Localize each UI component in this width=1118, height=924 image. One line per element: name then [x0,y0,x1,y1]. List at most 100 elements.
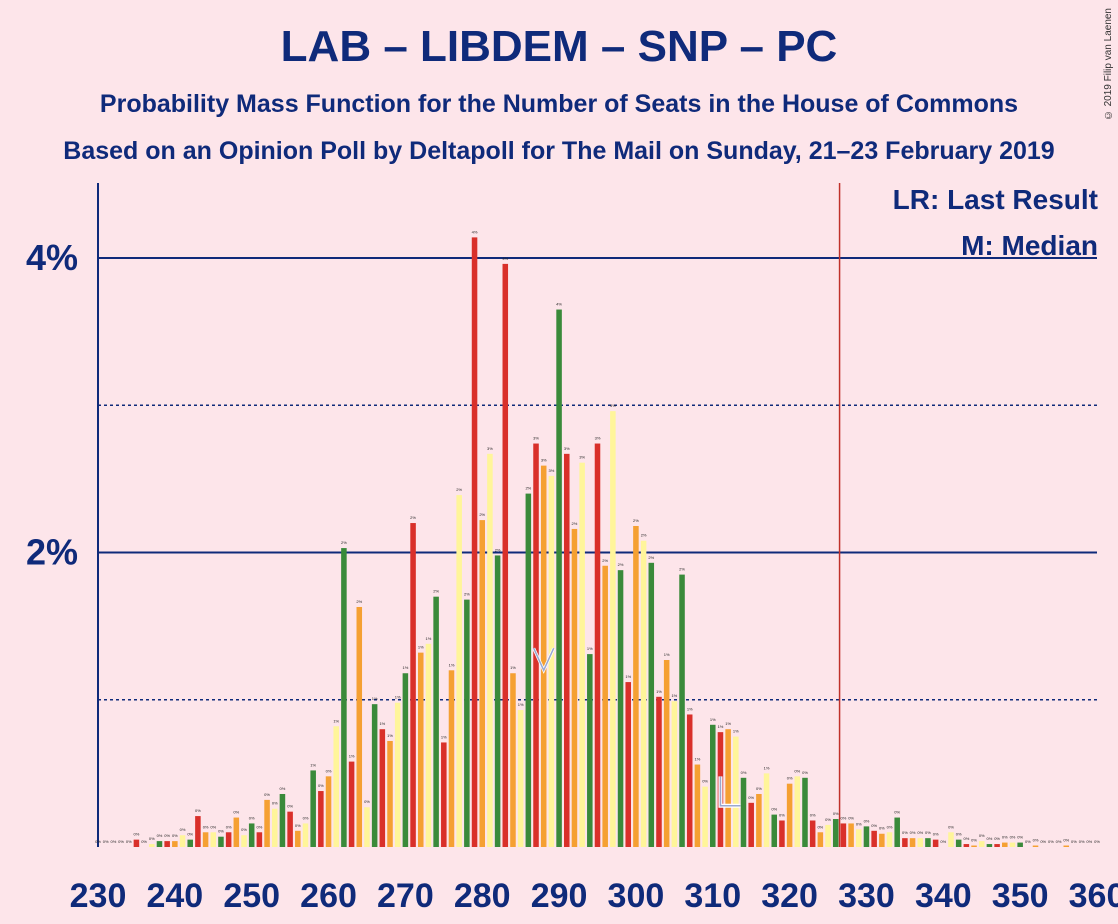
bar-value-label: 0% [1063,838,1069,843]
bar-value-label: 0% [226,824,232,829]
chart-subtitle-2: Based on an Opinion Poll by Deltapoll fo… [63,137,1055,165]
bar-320 [786,783,793,847]
bar-285 [517,710,524,847]
bar-248 [233,817,240,847]
bar-260 [325,776,332,847]
bar-value-label: 0% [256,824,262,829]
bar-284 [510,673,516,847]
bar-value-label: 2% [356,599,362,604]
bar-value-label: 2% [572,521,578,526]
chart-title: LAB – LIBDEM – SNP – PC [280,22,838,71]
bar-246 [218,836,224,847]
bar-269 [394,702,401,847]
bar-274 [433,596,439,847]
bar-value-label: 0% [864,818,870,823]
bar-value-label: 0% [787,776,793,781]
bar-255 [287,811,293,847]
bar-298 [617,570,624,847]
legend-last-result: LR: Last Result [892,184,1098,215]
bar-265 [364,807,370,847]
bar-352 [1032,845,1039,847]
bar-value-label: 2% [525,486,531,491]
bar-value-label: 0% [110,839,116,844]
x-tick-label: 350 [992,877,1049,915]
bar-value-label: 0% [741,770,747,775]
bar-312 [725,729,731,847]
bar-value-label: 0% [902,830,908,835]
bar-313 [733,736,739,847]
x-tick-label: 360 [1069,877,1118,915]
bar-268 [387,740,393,847]
bar-value-label: 2% [341,540,347,545]
bar-value-label: 0% [203,824,209,829]
bar-value-label: 0% [249,815,255,820]
bar-value-label: 0% [1086,839,1092,844]
bar-289 [548,475,555,847]
bar-value-label: 0% [1025,839,1031,844]
bar-value-label: 0% [825,817,831,822]
bar-330 [863,826,870,847]
bar-296 [602,565,608,847]
bar-value-label: 0% [318,783,324,788]
bar-value-label: 1% [518,702,524,707]
bar-245 [210,832,217,847]
bar-240 [172,841,178,847]
bar-317 [763,773,770,847]
bar-325 [825,824,831,847]
bar-value-label: 3% [579,455,585,460]
x-tick-label: 320 [761,877,818,915]
x-tick-label: 270 [377,877,434,915]
bar-value-label: 0% [817,824,823,829]
bar-253 [271,808,278,847]
y-tick-label: 4% [26,237,78,278]
bar-value-label: 0% [118,839,124,844]
bar-316 [756,793,762,847]
bar-value-label: 0% [95,839,101,844]
bar-267 [379,729,386,847]
bar-331 [871,830,877,847]
legend-median: M: Median [961,230,1098,261]
bar-293 [579,462,585,847]
bar-264 [356,606,363,847]
bar-value-label: 2% [464,592,470,597]
bar-value-label: 2% [641,533,647,538]
bar-value-label: 0% [794,768,800,773]
bar-value-label: 0% [195,808,201,813]
bar-value-label: 0% [971,838,977,843]
bar-value-label: 0% [157,833,163,838]
bar-356 [1063,845,1070,847]
bar-302 [648,562,655,847]
bar-262 [341,548,347,847]
chart-subtitle: Probability Mass Function for the Number… [99,90,1019,118]
bar-277 [456,495,462,847]
bar-305 [671,701,678,847]
bar-value-label: 4% [472,229,478,234]
x-tick-label: 340 [915,877,972,915]
bar-261 [333,726,339,847]
bar-258 [310,770,316,847]
bar-350 [1017,842,1023,847]
bar-value-label: 2% [602,558,608,563]
x-tick-label: 280 [454,877,511,915]
bar-314 [740,777,747,847]
bar-value-label: 1% [664,652,670,657]
bar-value-label: 0% [933,832,939,837]
bar-value-label: 2% [618,562,624,567]
bar-value-label: 0% [894,810,900,815]
bar-299 [625,682,632,847]
bar-319 [779,820,785,847]
bar-276 [448,670,455,847]
bar-value-label: 0% [303,815,309,820]
bar-value-label: 1% [379,721,385,726]
bar-value-label: 0% [264,792,270,797]
bar-value-label: 1% [441,734,447,739]
bar-315 [748,802,754,847]
bar-301 [640,540,647,847]
bar-value-label: 0% [1071,839,1077,844]
bar-value-label: 0% [364,799,370,804]
bar-335 [902,838,908,847]
x-tick-label: 230 [70,877,127,915]
bar-value-label: 1% [418,645,424,650]
bar-value-label: 0% [940,839,946,844]
